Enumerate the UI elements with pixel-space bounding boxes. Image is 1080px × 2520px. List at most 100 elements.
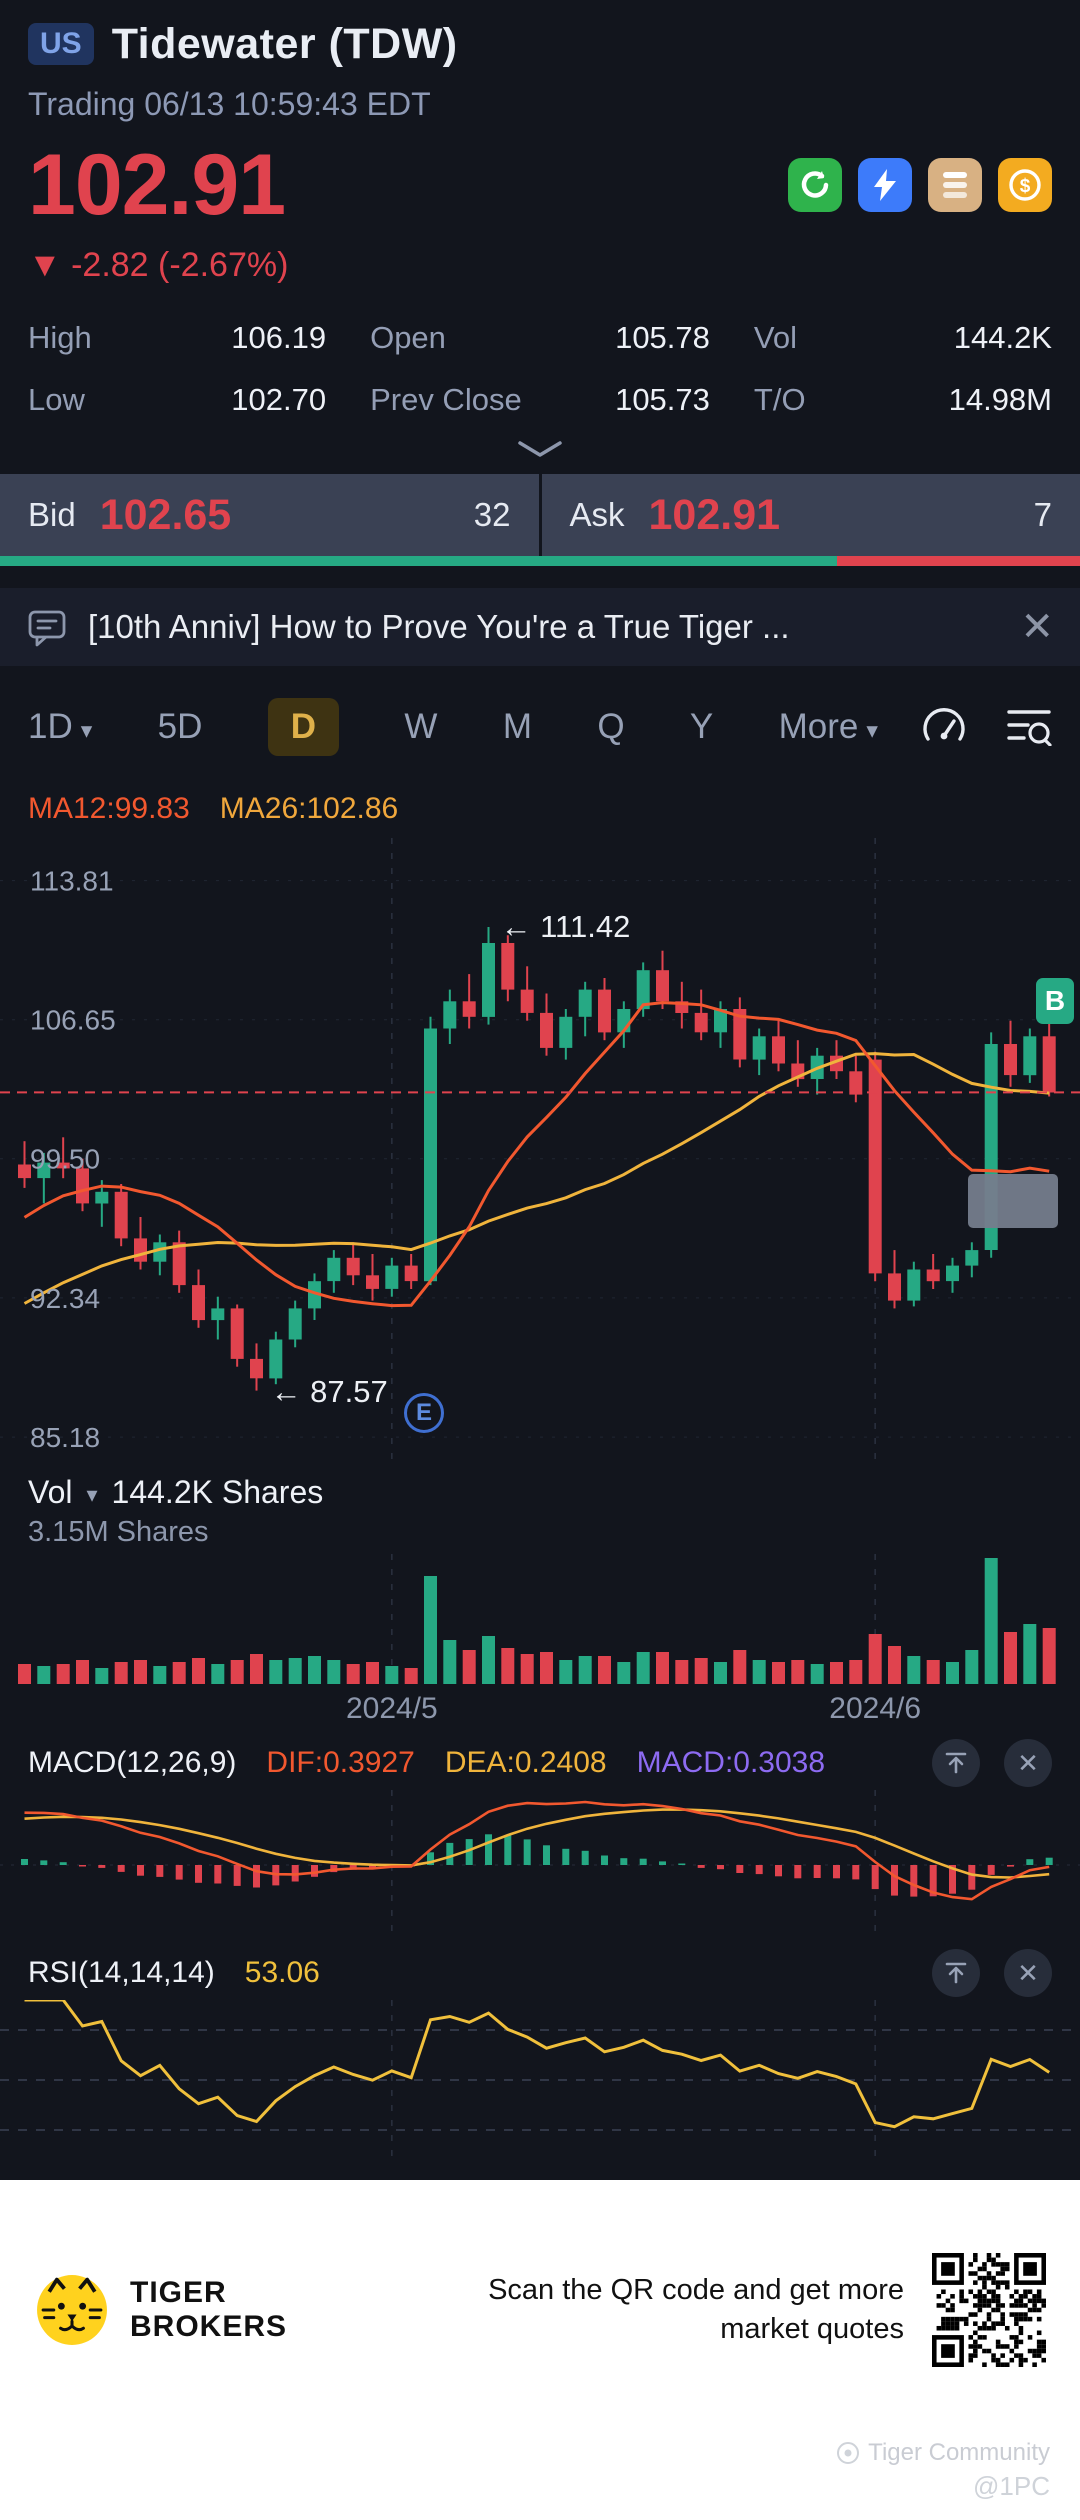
volume-header[interactable]: Vol ▾ 144.2K Shares <box>0 1468 1080 1516</box>
ask-price: 102.91 <box>648 490 781 539</box>
last-price: 102.91 <box>28 137 286 233</box>
rsi-chart[interactable] <box>0 1998 1080 2160</box>
x-axis-label: 2024/6 <box>829 1692 922 1725</box>
qr-code <box>932 2253 1046 2367</box>
paper-trading-icon[interactable] <box>788 158 842 212</box>
dark-content: US Tidewater (TDW) Trading 06/13 10:59:4… <box>0 0 1080 2160</box>
tab-1d[interactable]: 1D ▾ <box>28 707 93 746</box>
tiger-logo-icon <box>37 2275 107 2345</box>
macd-value: MACD:0.3038 <box>636 1746 826 1779</box>
bid-ask-ratio-bar <box>0 556 1080 566</box>
main-chart[interactable]: 113.81 106.65 99.50 92.34 85.18 ← 111.42 ← 8… <box>0 838 1080 1460</box>
volume-indicator-label: Vol <box>28 1473 73 1510</box>
dif-value: DIF:0.3927 <box>266 1746 415 1779</box>
x-axis-labels: 2024/5 2024/6 <box>0 1684 1080 1730</box>
bid-label: Bid <box>28 496 76 533</box>
arrow-to-top-icon <box>945 1752 967 1774</box>
swirl-icon <box>801 171 829 198</box>
indicator-settings-icon <box>1007 709 1052 747</box>
x-axis-label: 2024/5 <box>345 1692 438 1725</box>
trading-status: Trading 06/13 10:59:43 EDT <box>28 86 431 122</box>
ask-ratio-segment <box>837 556 1080 566</box>
rsi-close-button[interactable]: ✕ <box>1004 1949 1052 1997</box>
qr-caption: Scan the QR code and get more market quo… <box>488 2273 904 2345</box>
macd-close-button[interactable]: ✕ <box>1004 1739 1052 1787</box>
wealth-stack-icon[interactable] <box>928 158 982 212</box>
macd-expand-button[interactable] <box>932 1739 980 1787</box>
svg-text:113.81: 113.81 <box>30 866 114 897</box>
rewards-dollar-icon[interactable]: $ <box>998 158 1052 212</box>
dea-value: DEA:0.2408 <box>444 1746 607 1779</box>
high-label: High <box>28 320 92 355</box>
tab-w[interactable]: W <box>404 707 438 746</box>
caret-down-icon[interactable]: ▾ <box>86 1482 98 1507</box>
ask-side[interactable]: Ask 102.91 7 <box>541 474 1080 556</box>
quote-header: US Tidewater (TDW) Trading 06/13 10:59:4… <box>0 0 1080 474</box>
price-change: ▼ -2.82 (-2.67%) <box>28 246 289 284</box>
brand-line1: TIGER <box>130 2275 227 2309</box>
arrow-to-top-icon <box>945 1962 967 1984</box>
ask-label: Ask <box>569 496 625 533</box>
volume-chart[interactable] <box>0 1554 1080 1684</box>
vol-value: 144.2K <box>953 320 1052 355</box>
high-value: 106.19 <box>231 320 327 355</box>
rsi-value: 53.06 <box>244 1956 320 1989</box>
macd-header: MACD(12,26,9) DIF:0.3927 DEA:0.2408 MACD… <box>0 1736 1080 1790</box>
tab-5d[interactable]: 5D <box>157 707 203 746</box>
dollar-icon: $ <box>1009 169 1041 201</box>
market-badge: US <box>28 23 94 65</box>
community-logo-icon <box>837 2442 860 2464</box>
ma12-label: MA12:99.83 <box>28 792 190 825</box>
rsi-header: RSI(14,14,14) 53.06 ✕ <box>0 1946 1080 2000</box>
svg-text:99.50: 99.50 <box>30 1144 100 1175</box>
low-label: Low <box>28 382 85 417</box>
macd-chart[interactable] <box>0 1790 1080 1940</box>
brand-line2: BROKERS <box>130 2310 288 2343</box>
high-annotation: ← 111.42 <box>500 909 631 945</box>
low-annotation: ← 87.57 <box>270 1373 388 1409</box>
layers-icon <box>943 172 967 198</box>
macd-title: MACD(12,26,9) <box>28 1746 237 1779</box>
brand: TIGER BROKERS <box>34 2272 287 2348</box>
page-title: Tidewater (TDW) <box>111 19 458 68</box>
tab-d[interactable]: D <box>267 698 340 756</box>
low-value: 102.70 <box>231 382 327 417</box>
tab-m[interactable]: M <box>502 707 532 746</box>
turnover-value: 14.98M <box>948 382 1052 417</box>
watermark-user: @1PC <box>973 2471 1050 2501</box>
earnings-marker[interactable]: E <box>404 1393 444 1434</box>
candlestick-canvas[interactable]: 113.81 106.65 99.50 92.34 85.18 <box>0 838 1080 1460</box>
position-marker[interactable] <box>968 1174 1058 1229</box>
tab-more[interactable]: More ▾ <box>778 707 878 746</box>
open-label: Open <box>370 320 446 355</box>
tab-q[interactable]: Q <box>597 707 625 746</box>
watermark-community: Tiger Community <box>868 2439 1050 2466</box>
caret-down-icon: ▾ <box>866 716 878 743</box>
buy-order-badge[interactable]: B <box>1036 978 1074 1025</box>
volume-current-value: 144.2K Shares <box>111 1473 324 1510</box>
svg-text:85.18: 85.18 <box>30 1422 100 1453</box>
expand-details-button[interactable] <box>28 418 1052 474</box>
bid-side[interactable]: Bid 102.65 32 <box>0 474 539 556</box>
rsi-expand-button[interactable] <box>932 1949 980 1997</box>
open-value: 105.78 <box>615 320 710 355</box>
svg-text:$: $ <box>1020 176 1031 197</box>
bid-ask-panel[interactable]: Bid 102.65 32 Ask 102.91 7 <box>0 474 1080 556</box>
prev-close-label: Prev Close <box>370 382 522 417</box>
rsi-title: RSI(14,14,14) <box>28 1956 215 1989</box>
bid-ratio-segment <box>0 556 837 566</box>
chart-settings-button[interactable] <box>1006 704 1052 751</box>
turnover-label: T/O <box>753 382 806 417</box>
banner-close-button[interactable]: ✕ <box>1020 605 1054 649</box>
tab-y[interactable]: Y <box>689 707 714 746</box>
vol-label: Vol <box>753 320 798 355</box>
flash-order-icon[interactable] <box>858 158 912 212</box>
gauge-button[interactable] <box>920 704 968 751</box>
promo-banner[interactable]: [10th Anniv] How to Prove You're a True … <box>0 588 1080 666</box>
footer: TIGER BROKERS Scan the QR code and get m… <box>0 2180 1080 2520</box>
bid-price: 102.65 <box>99 490 232 539</box>
quick-app-icons: $ <box>788 158 1052 212</box>
timeframe-toolbar: 1D ▾ 5D D W M Q Y More ▾ <box>0 682 1080 772</box>
svg-text:92.34: 92.34 <box>30 1283 100 1314</box>
